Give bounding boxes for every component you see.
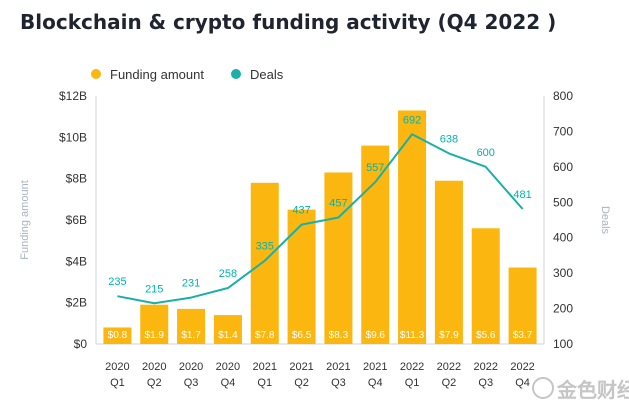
funding-bar[interactable] <box>287 209 316 344</box>
left-axis-title: Funding amount <box>19 180 31 260</box>
chart-title: Blockchain & crypto funding activity (Q4… <box>20 10 557 34</box>
x-tick-quarter: Q1 <box>257 377 272 389</box>
legend-funding-label: Funding amount <box>110 67 204 82</box>
funding-bar-label: $8.3 <box>329 330 349 341</box>
right-tick-label: 700 <box>553 124 573 138</box>
right-tick-label: 300 <box>553 266 573 280</box>
x-tick-quarter: Q3 <box>184 377 199 389</box>
x-tick-year: 2021 <box>289 361 313 373</box>
deals-label: 235 <box>108 276 126 288</box>
right-tick-label: 100 <box>553 337 573 351</box>
funding-bar-label: $11.3 <box>400 330 425 341</box>
left-tick-label: $6B <box>66 213 87 227</box>
x-tick-quarter: Q2 <box>442 377 457 389</box>
deals-label: 638 <box>440 133 458 145</box>
deals-line[interactable] <box>117 133 524 305</box>
funding-bar-label: $0.8 <box>108 330 128 341</box>
x-tick-quarter: Q1 <box>405 377 420 389</box>
x-tick-year: 2021 <box>326 361 350 373</box>
deals-label: 457 <box>329 198 347 210</box>
left-tick-label: $12B <box>59 89 87 103</box>
funding-bar[interactable] <box>324 172 353 344</box>
right-tick-label: 400 <box>553 231 573 245</box>
x-tick-year: 2020 <box>142 361 166 373</box>
x-tick-quarter: Q4 <box>368 377 383 389</box>
deals-label: 600 <box>477 147 495 159</box>
deals-label: 481 <box>513 189 531 201</box>
x-tick-year: 2021 <box>363 361 387 373</box>
x-tick-year: 2022 <box>510 361 534 373</box>
funding-bar[interactable] <box>213 315 242 344</box>
watermark-text: 金色财经 <box>557 378 629 402</box>
right-tick-label: 200 <box>553 302 573 316</box>
left-tick-label: $10B <box>59 130 87 144</box>
legend-deals-label: Deals <box>250 67 284 82</box>
funding-bar-label: $1.7 <box>181 330 201 341</box>
right-tick-label: 500 <box>553 195 573 209</box>
funding-bar[interactable] <box>471 228 500 344</box>
funding-bar[interactable] <box>508 267 537 344</box>
x-tick-year: 2020 <box>216 361 240 373</box>
funding-bar[interactable] <box>434 180 463 344</box>
deals-label: 557 <box>366 162 384 174</box>
funding-bar[interactable] <box>250 182 279 344</box>
watermark-logo-icon <box>532 377 554 399</box>
funding-bar-label: $9.6 <box>366 330 386 341</box>
watermark: 金色财经 <box>532 374 629 403</box>
left-tick-label: $8B <box>66 172 87 186</box>
x-tick-year: 2022 <box>437 361 461 373</box>
funding-bar[interactable] <box>103 327 132 344</box>
funding-bar-label: $1.4 <box>218 330 238 341</box>
deals-label: 692 <box>403 114 421 126</box>
funding-bar-label: $7.8 <box>255 330 275 341</box>
x-tick-quarter: Q4 <box>221 377 236 389</box>
x-tick-year: 2022 <box>474 361 498 373</box>
x-tick-year: 2020 <box>179 361 203 373</box>
funding-bar[interactable] <box>177 308 206 344</box>
x-tick-quarter: Q3 <box>331 377 346 389</box>
legend-deals-swatch <box>231 69 241 79</box>
x-tick-quarter: Q1 <box>110 377 125 389</box>
x-tick-year: 2021 <box>253 361 277 373</box>
funding-bar-label: $7.9 <box>439 330 459 341</box>
x-tick-quarter: Q3 <box>478 377 493 389</box>
funding-bar[interactable] <box>140 304 169 344</box>
funding-bar[interactable] <box>398 110 427 344</box>
funding-bar-label: $5.6 <box>476 330 496 341</box>
x-tick-quarter: Q2 <box>147 377 162 389</box>
x-tick-year: 2020 <box>105 361 129 373</box>
funding-bar-label: $3.7 <box>513 330 533 341</box>
x-tick-quarter: Q4 <box>515 377 530 389</box>
deals-label: 231 <box>182 278 200 290</box>
left-tick-label: $4B <box>66 254 87 268</box>
funding-bar[interactable] <box>361 145 390 344</box>
left-tick-label: $0 <box>74 337 88 351</box>
right-tick-label: 600 <box>553 160 573 174</box>
deals-label: 335 <box>256 241 274 253</box>
x-tick-year: 2022 <box>400 361 424 373</box>
legend-funding-swatch <box>91 69 101 79</box>
right-tick-label: 800 <box>553 89 573 103</box>
deals-label: 437 <box>292 205 310 217</box>
right-axis-title: Deals <box>599 206 611 235</box>
funding-bar-label: $1.9 <box>145 330 165 341</box>
funding-bar-label: $6.5 <box>292 330 312 341</box>
deals-label: 258 <box>219 268 237 280</box>
left-tick-label: $2B <box>66 296 87 310</box>
x-tick-quarter: Q2 <box>294 377 309 389</box>
deals-label: 215 <box>145 283 163 295</box>
